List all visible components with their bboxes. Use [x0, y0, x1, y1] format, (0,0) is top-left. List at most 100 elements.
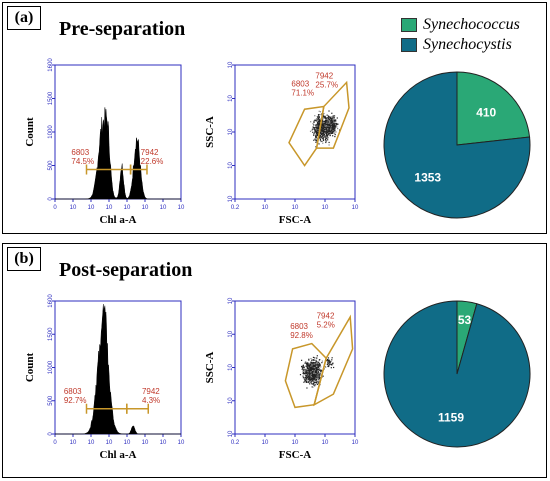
scatter-point — [315, 141, 317, 143]
scatter-point — [316, 140, 318, 142]
scatter-point — [318, 377, 320, 379]
scatter-point — [316, 368, 318, 371]
scatter-point — [304, 370, 307, 372]
scatter-point — [315, 130, 317, 133]
scatter-point — [323, 115, 325, 118]
scatter-point — [314, 138, 316, 140]
y-tick-label: 10 — [228, 162, 234, 169]
gate-percent: 5.2% — [317, 320, 335, 329]
x-tick-label: 0 — [53, 440, 57, 446]
scatter-point — [309, 371, 312, 373]
scatter-point — [312, 377, 315, 379]
scatter-point — [329, 124, 331, 126]
scatter-point — [312, 374, 314, 377]
scatter-point — [303, 378, 306, 380]
scatter-point — [302, 373, 305, 375]
scatter-point — [308, 381, 310, 383]
scatter-point — [310, 366, 312, 368]
scatter-point — [306, 362, 309, 364]
scatter-point — [314, 115, 316, 117]
x-tick-label: 10 — [160, 205, 167, 211]
gate-name: 7942 — [315, 71, 333, 80]
scatter-point — [307, 375, 310, 378]
gate-name: 6803 — [291, 79, 309, 88]
scatter-point — [305, 374, 307, 376]
y-tick-label: 0 — [48, 197, 54, 201]
x-tick-label: 0.2 — [231, 205, 240, 211]
scatter-point — [324, 125, 326, 128]
scatter-point — [327, 362, 330, 364]
scatter-point — [337, 123, 339, 125]
scatter-point — [314, 371, 317, 373]
scatter-point — [317, 366, 319, 368]
y-tick-label: 500 — [48, 160, 54, 171]
scatter-point — [314, 378, 316, 380]
scatter-point — [300, 365, 303, 368]
y-axis-label: SSC-A — [204, 116, 216, 148]
scatter-point — [319, 365, 321, 367]
scatter-point — [332, 130, 334, 133]
scatter-point — [332, 129, 334, 131]
scatter-point — [328, 118, 330, 120]
scatter-point — [328, 359, 330, 361]
scatter-point — [320, 369, 322, 371]
scatter-point — [319, 121, 321, 123]
scatter-point — [305, 381, 308, 383]
scatter-point — [313, 134, 315, 136]
scatter-point — [322, 115, 324, 117]
scatter-point — [326, 135, 329, 137]
scatter-point — [322, 137, 324, 139]
scatter-point — [310, 361, 312, 364]
scatter-point — [303, 381, 305, 383]
scatter-point — [321, 122, 323, 124]
scatter-point — [325, 126, 327, 128]
scatter-point — [321, 118, 324, 120]
panel-a-plots: 0 500 1000 1500 1600 0 10 10 10 10 10 10 10 Count Chl … — [24, 58, 531, 226]
scatter-point — [308, 359, 310, 362]
scatter-point — [335, 131, 337, 133]
scatter-point — [306, 367, 308, 369]
pie-slice-label: 1353 — [414, 171, 441, 185]
scatter-point — [311, 128, 314, 130]
scatter-point — [310, 361, 312, 363]
scatter-point — [332, 128, 335, 131]
scatter-point — [328, 129, 331, 132]
scatter-point — [318, 365, 320, 367]
scatter-point — [327, 136, 329, 139]
scatter-point — [312, 126, 314, 128]
scatter-point — [312, 380, 314, 383]
scatter-point — [326, 358, 329, 361]
scatter-point — [327, 132, 329, 134]
scatter-point — [318, 362, 320, 364]
scatter-point — [333, 127, 335, 129]
scatter-point — [310, 367, 312, 369]
gate-percent: 25.7% — [315, 80, 338, 89]
scatter-point — [311, 361, 313, 364]
scatter-point — [309, 362, 311, 365]
scatter-point — [326, 123, 328, 125]
scatter-point — [311, 378, 314, 380]
scatter-points — [299, 355, 335, 389]
scatter-point — [334, 125, 336, 127]
scatter-point — [313, 363, 316, 365]
scatter-point — [314, 128, 316, 130]
scatter-point — [306, 376, 308, 378]
scatter-point — [323, 133, 326, 136]
scatter-point — [313, 367, 315, 370]
legend-label: Synechococcus — [423, 16, 520, 33]
scatter-point — [325, 121, 327, 123]
scatter-point — [324, 131, 326, 133]
scatter-point — [315, 124, 317, 126]
scatter-point — [301, 366, 303, 368]
scatter-point — [302, 372, 305, 374]
scatter-point — [319, 374, 321, 376]
scatter-point — [301, 368, 303, 370]
scatter-point — [327, 139, 329, 141]
gate-percent: 92.7% — [64, 396, 87, 405]
scatter-point — [310, 365, 312, 367]
scatter-point — [313, 128, 315, 130]
scatter-point — [313, 375, 315, 377]
scatter-point — [311, 377, 313, 379]
scatter-point — [332, 123, 334, 125]
scatter-point — [327, 129, 329, 131]
